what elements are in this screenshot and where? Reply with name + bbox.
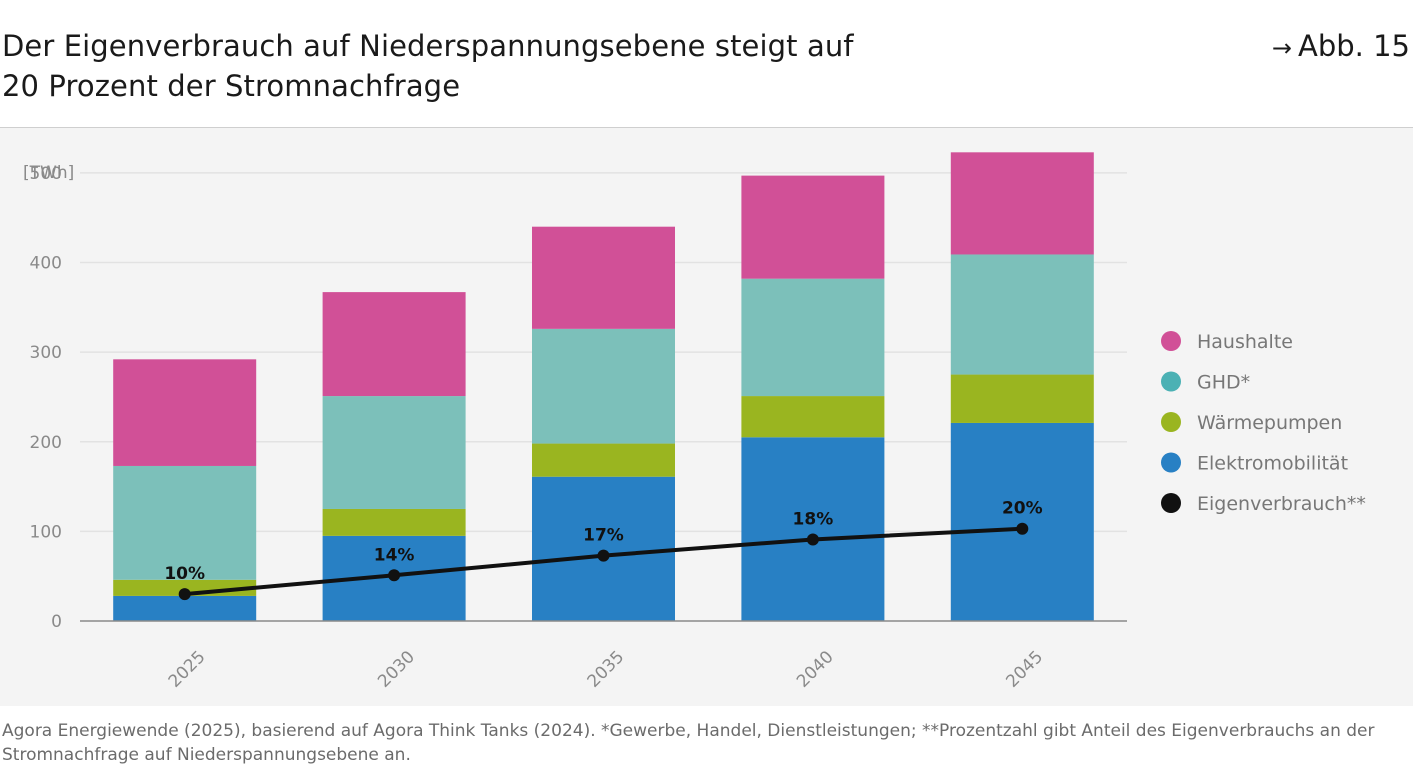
legend-label: Eigenverbrauch** <box>1197 493 1366 515</box>
line-data-label: 18% <box>793 509 834 529</box>
figure-header: Der Eigenverbrauch auf Niederspannungseb… <box>0 0 1413 128</box>
legend-label: GHD* <box>1197 372 1250 394</box>
chart-title-line1: Der Eigenverbrauch auf Niederspannungseb… <box>2 29 854 63</box>
line-point <box>806 533 819 546</box>
bar-segment <box>741 437 885 621</box>
bar-segment <box>741 396 885 438</box>
line-data-label: 17% <box>583 526 624 546</box>
x-tick-label: 2040 <box>793 647 838 692</box>
bar-segment <box>532 476 675 621</box>
y-tick-label: 100 <box>30 522 62 542</box>
chart-title-line2: 20 Prozent der Stromnachfrage <box>2 69 461 103</box>
bar-segment <box>322 292 466 397</box>
bar-segment <box>322 396 466 509</box>
chart-title: Der Eigenverbrauch auf Niederspannungseb… <box>2 26 982 106</box>
y-axis-unit-label: [TWh] <box>23 163 74 183</box>
legend-marker <box>1161 331 1181 351</box>
bar-segment <box>113 465 257 580</box>
line-data-label: 20% <box>1002 499 1043 519</box>
legend-marker <box>1161 412 1181 432</box>
figure-reference: → Abb. 15 <box>1272 26 1410 68</box>
y-tick-label: 400 <box>30 254 62 274</box>
legend-label: Elektromobilität <box>1197 453 1348 475</box>
line-point <box>388 569 401 582</box>
y-tick-label: 200 <box>30 433 62 453</box>
arrow-right-icon: → <box>1271 34 1292 62</box>
legend-marker <box>1161 452 1181 473</box>
x-tick-label: 2045 <box>1002 647 1047 692</box>
bar-segment <box>322 508 466 536</box>
legend-label: Haushalte <box>1197 331 1293 353</box>
bar-segment <box>950 422 1094 621</box>
legend-marker <box>1161 493 1181 513</box>
bar-segment <box>113 359 257 466</box>
bars <box>113 152 1094 621</box>
y-tick-label: 0 <box>51 612 62 632</box>
bar-segment <box>741 278 885 397</box>
bar-segment <box>532 328 675 444</box>
y-axis: 0 100 200 300 400 500[TWh] <box>23 163 74 632</box>
bar-segment <box>950 254 1094 375</box>
bar-segment <box>741 175 885 279</box>
line-point <box>1016 522 1029 535</box>
bar-segment <box>532 443 675 477</box>
x-tick-label: 2030 <box>374 647 419 692</box>
line-point <box>597 549 610 562</box>
legend: Haushalte GHD* Wärmepumpen Elektromobilität… <box>1161 331 1366 515</box>
bar-segment <box>950 374 1094 423</box>
bar-segment <box>950 152 1094 255</box>
y-tick-label: 300 <box>30 343 62 363</box>
x-tick-label: 2035 <box>584 647 629 692</box>
x-tick-label: 2025 <box>165 647 210 692</box>
line-data-label: 10% <box>164 564 205 584</box>
x-axis-labels: 2025 2030 2035 2040 2045 <box>165 647 1047 692</box>
bar-segment <box>532 226 675 329</box>
legend-marker <box>1161 371 1181 392</box>
figure-number: Abb. 15 <box>1298 29 1410 63</box>
eigenverbrauch-line: 10% 14% 17% 18% 20% <box>164 499 1043 601</box>
line-point <box>178 588 191 601</box>
line-data-label: 14% <box>374 545 415 565</box>
y-tick-label: 500 <box>30 164 62 184</box>
legend-label: Wärmepumpen <box>1197 412 1342 434</box>
source-note: Agora Energiewende (2025), basierend auf… <box>2 721 1375 765</box>
